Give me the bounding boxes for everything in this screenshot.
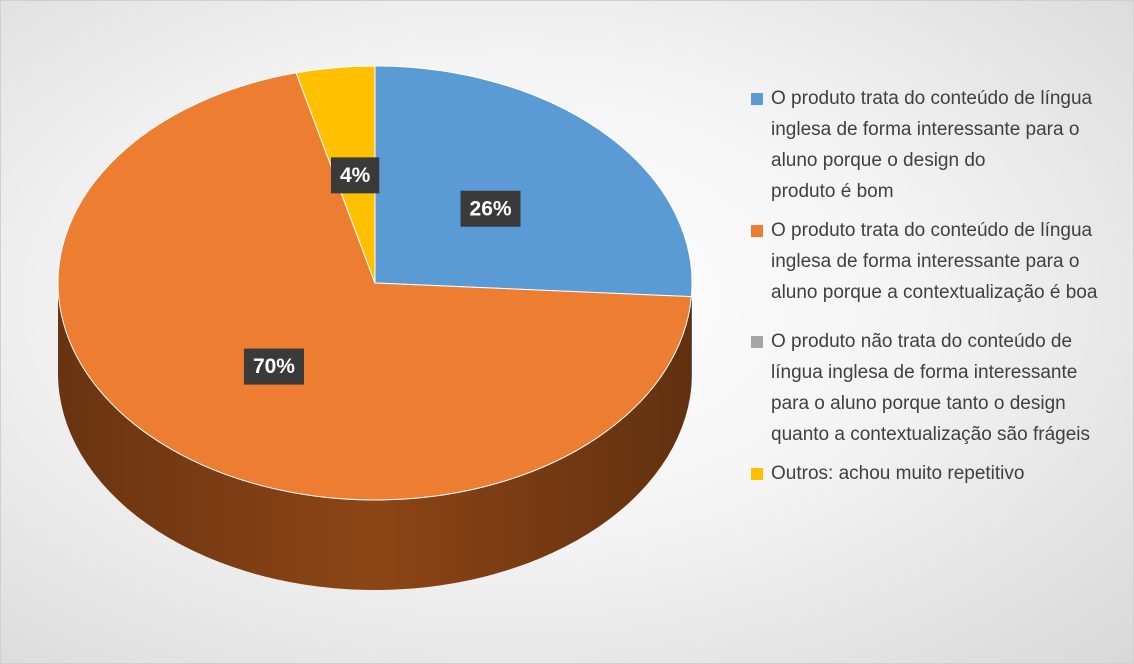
pie-slice — [57, 72, 692, 501]
data-label: 70% — [243, 348, 304, 385]
legend-label: O produto trata do conteúdo de língua in… — [771, 220, 1098, 303]
pie-slice — [374, 65, 693, 298]
data-label: 4% — [330, 157, 380, 194]
legend-swatch — [751, 468, 763, 480]
data-label: 26% — [460, 190, 521, 227]
legend-label: O produto trata do conteúdo de língua in… — [771, 88, 1093, 202]
data-label-box — [460, 190, 521, 227]
legend-item: Outros: achou muito repetitivo — [751, 458, 1106, 489]
pie-side-shade — [691, 283, 692, 387]
pie-side-shade — [58, 283, 692, 590]
legend-label: O produto não trata do conteúdo de língu… — [771, 331, 1090, 445]
data-label-text: 70% — [253, 355, 295, 378]
data-label-text: 26% — [470, 197, 512, 220]
data-label-box — [243, 348, 304, 385]
data-label-box — [330, 157, 380, 194]
legend-swatch — [751, 336, 763, 348]
legend: O produto trata do conteúdo de língua in… — [751, 83, 1111, 489]
data-label-text: 4% — [340, 164, 371, 187]
legend-swatch — [751, 93, 763, 105]
legend-label: Outros: achou muito repetitivo — [771, 463, 1025, 484]
legend-item: O produto não trata do conteúdo de língu… — [751, 326, 1106, 450]
legend-swatch — [751, 225, 763, 237]
legend-item: O produto trata do conteúdo de língua in… — [751, 215, 1106, 308]
legend-item: O produto trata do conteúdo de língua in… — [751, 83, 1106, 207]
